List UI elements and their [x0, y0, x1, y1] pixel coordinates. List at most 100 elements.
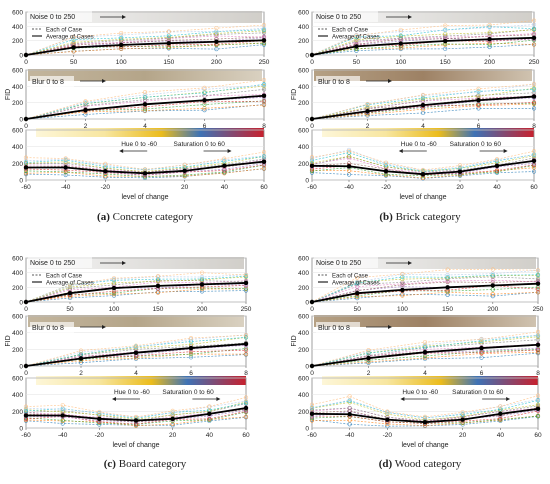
case-point [400, 281, 405, 286]
case-line [311, 400, 539, 419]
case-point [83, 99, 88, 104]
average-point [309, 116, 315, 122]
case-line [311, 24, 535, 56]
average-line [311, 282, 539, 303]
case-line [311, 164, 535, 176]
case-point [309, 158, 315, 163]
x-tick-label: 150 [440, 59, 451, 66]
case-line [25, 29, 265, 56]
average-point [445, 285, 450, 290]
case-line [25, 36, 265, 56]
case-point [355, 275, 360, 280]
case-point [309, 156, 315, 161]
case-line [311, 150, 535, 171]
x-tick-label: 0 [310, 59, 314, 66]
case-point [535, 272, 541, 277]
y-tick-label: 600 [298, 376, 309, 383]
blur-texture-band [314, 315, 536, 327]
case-line [311, 149, 535, 171]
case-line [25, 400, 247, 418]
case-line [311, 334, 539, 367]
y-tick-label: 600 [298, 314, 309, 321]
case-line [311, 291, 539, 303]
case-point [422, 340, 428, 345]
case-point [460, 411, 465, 416]
case-point [354, 33, 359, 38]
case-point [23, 158, 29, 163]
x-axis-label: level of change [121, 194, 168, 201]
gradient-band [322, 376, 538, 385]
case-line [25, 274, 247, 303]
case-line [311, 335, 539, 367]
average-point [531, 158, 537, 164]
case-point [422, 414, 428, 419]
saturation-arrow-head [506, 397, 511, 401]
case-point [199, 270, 205, 275]
y-tick-label: 0 [305, 117, 309, 124]
average-point [420, 171, 426, 177]
case-line [311, 399, 539, 419]
noise-label: Noise 0 to 250 [28, 11, 126, 22]
x-tick-label: 150 [442, 306, 453, 313]
average-point [243, 280, 249, 286]
average-point [476, 98, 481, 103]
average-point [133, 350, 139, 355]
case-point [119, 38, 124, 43]
label-bg [316, 76, 360, 87]
y-tick-label: 600 [12, 128, 23, 135]
x-tick-label: 60 [530, 184, 538, 191]
y-axis-label: FID [5, 335, 12, 346]
x-tick-label: 20 [456, 184, 464, 191]
caption-c-letter: (c) [103, 458, 116, 470]
panel-1: 0 200 400 600 0 2 4 6 8 Blur 0 to 8 [12, 68, 267, 130]
y-tick-label: 400 [298, 392, 309, 399]
case-point [355, 279, 360, 285]
case-line [25, 334, 247, 367]
x-tick-label: 8 [536, 370, 540, 377]
caption-c: (c) Board category [45, 458, 245, 470]
case-point [385, 424, 390, 429]
average-point [133, 418, 139, 423]
case-point [400, 280, 405, 285]
case-line [311, 395, 539, 418]
x-tick-label: 0 [24, 370, 28, 377]
panel-2: 0 200 400 600 -60 -40 -20 20 40 60 Hue 0 to -60 Sat… [12, 128, 268, 202]
caption-d: (d) Wood category [320, 458, 520, 470]
arrow-head [102, 325, 106, 329]
x-axis-label: level of change [112, 442, 159, 449]
case-point [207, 418, 212, 424]
y-tick-label: 400 [12, 330, 23, 337]
panel-0: 0 200 400 600 0 50 100 150 200 250 Noise 0 to 250 E… [298, 10, 540, 67]
case-point [355, 296, 360, 301]
case-point [309, 168, 315, 174]
average-point [243, 405, 249, 411]
case-line [25, 290, 247, 303]
case-line [25, 40, 265, 56]
arrow-head [122, 15, 126, 19]
y-axis-label: FID [291, 335, 298, 346]
case-line [311, 39, 535, 56]
legend-case: Each of Case [46, 28, 83, 34]
x-tick-label: 150 [163, 59, 174, 66]
y-tick-label: 0 [19, 117, 23, 124]
x-tick-label: 6 [480, 370, 484, 377]
arrow-head [388, 79, 392, 83]
case-point [531, 106, 537, 111]
x-tick-label: 2 [79, 370, 83, 377]
case-point [479, 350, 484, 355]
x-tick-label: -40 [61, 184, 71, 191]
hue-arrow-head [119, 149, 124, 153]
x-tick-label: 4 [423, 370, 427, 377]
hue-label-text: Hue 0 to -60 [401, 141, 437, 148]
label-bg [28, 257, 92, 268]
average-point [354, 44, 359, 49]
x-tick-label: 2 [366, 123, 370, 130]
case-line [25, 84, 265, 120]
x-tick-label: 40 [493, 184, 501, 191]
case-point [71, 40, 76, 45]
x-tick-label: 200 [484, 59, 495, 66]
y-tick-label: 600 [298, 10, 309, 17]
case-point [23, 171, 29, 176]
